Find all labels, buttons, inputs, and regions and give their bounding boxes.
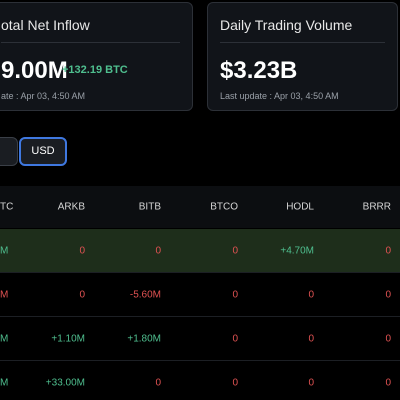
table-row: M 0 0 0 +4.70M 0	[0, 229, 400, 273]
toggle-button[interactable]: USD	[19, 137, 67, 166]
flow-cell: 0	[79, 245, 85, 256]
flow-cell: -5.60M	[129, 289, 161, 300]
flow-cell: M	[0, 377, 9, 388]
table-header: TC ARKB BITB BTCO HODL BRRR	[0, 186, 400, 228]
flow-cell: 0	[385, 245, 391, 256]
divider	[1, 42, 180, 43]
flow-cell: 0	[232, 289, 238, 300]
card-value: 9.00M	[1, 57, 68, 84]
table-row: M +33.00M 0 0 0 0	[0, 361, 400, 400]
card-title: otal Net Inflow	[1, 17, 90, 33]
toggle-button[interactable]: TC	[0, 137, 18, 166]
net-inflow-card: otal Net Inflow 9.00M +132.19 BTC ate : …	[0, 2, 193, 111]
flow-cell: 0	[308, 377, 314, 388]
card-update: ate : Apr 03, 4:50 AM	[1, 91, 86, 101]
header-cell: BRRR	[362, 201, 391, 213]
card-value: $3.23B	[220, 57, 298, 84]
card-change: +132.19 BTC	[62, 64, 128, 76]
flow-cell: 0	[155, 245, 161, 256]
header-cell: HODL	[286, 201, 314, 213]
flow-cell: 0	[232, 377, 238, 388]
flow-cell: +1.10M	[51, 333, 85, 344]
table-row: M +1.10M +1.80M 0 0 0	[0, 317, 400, 361]
flow-cell: 0	[232, 245, 238, 256]
header-cell: ARKB	[57, 201, 85, 213]
flow-cell: 0	[155, 377, 161, 388]
header-cell: TC	[0, 201, 14, 213]
flow-cell: +4.70M	[280, 245, 314, 256]
card-title: Daily Trading Volume	[220, 17, 353, 33]
flow-cell: 0	[232, 333, 238, 344]
flow-cell: 0	[308, 333, 314, 344]
flow-cell: 0	[79, 289, 85, 300]
flow-cell: 0	[308, 289, 314, 300]
flow-cell: M	[0, 333, 9, 344]
flow-cell: M	[0, 245, 9, 256]
flow-cell: 0	[385, 377, 391, 388]
table-row: M 0 -5.60M 0 0 0	[0, 273, 400, 317]
divider	[220, 42, 385, 43]
header-cell: BTCO	[210, 201, 238, 213]
card-update: Last update : Apr 03, 4:50 AM	[220, 91, 339, 101]
flow-cell: 0	[385, 333, 391, 344]
flow-cell: +33.00M	[45, 377, 85, 388]
flow-cell: M	[0, 289, 9, 300]
flow-cell: +1.80M	[127, 333, 161, 344]
volume-card: Daily Trading Volume $3.23B Last update …	[207, 2, 398, 111]
header-cell: BITB	[138, 201, 161, 213]
flow-cell: 0	[385, 289, 391, 300]
